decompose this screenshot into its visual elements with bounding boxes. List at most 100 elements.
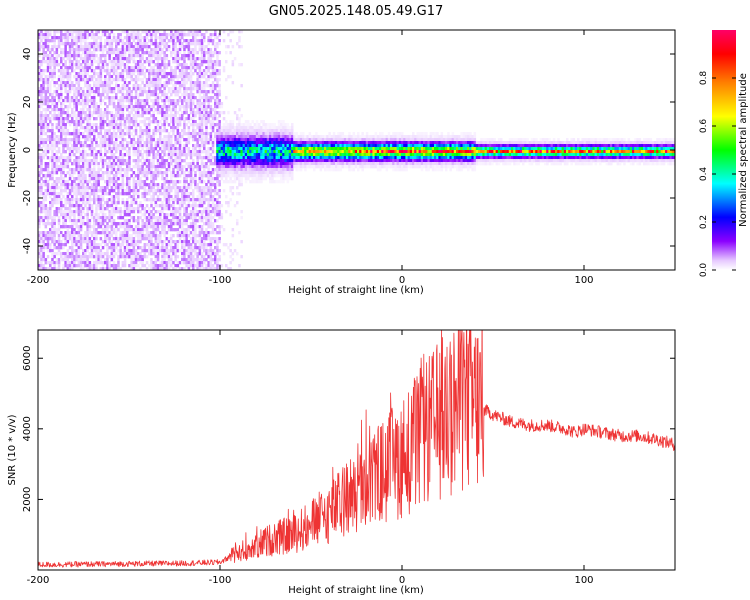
heatmap-cell	[40, 111, 43, 115]
heatmap-cell	[66, 132, 70, 136]
heatmap-cell	[148, 147, 151, 151]
heatmap-cell	[79, 159, 83, 163]
heatmap-cell	[38, 69, 41, 73]
heatmap-cell	[38, 132, 41, 136]
heatmap-cell	[189, 81, 193, 85]
heatmap-cell	[156, 183, 160, 187]
heatmap-cell	[49, 201, 52, 205]
heatmap-cell	[79, 243, 83, 247]
heatmap-cell	[187, 228, 191, 232]
heatmap-cell	[110, 165, 114, 169]
heatmap-cell	[79, 111, 83, 115]
heatmap-cell	[130, 117, 133, 121]
heatmap-cell	[112, 189, 116, 193]
heatmap-cell	[132, 84, 136, 88]
heatmap-cell	[123, 261, 127, 265]
heatmap-cell	[203, 144, 206, 148]
heatmap-cell	[132, 135, 136, 139]
heatmap-cell	[57, 147, 61, 151]
heatmap-cell	[75, 117, 78, 121]
heatmap-cell	[40, 240, 43, 244]
heatmap-cell	[95, 60, 98, 64]
heatmap-cell	[194, 144, 197, 148]
heatmap-cell	[126, 174, 129, 178]
heatmap-cell	[148, 186, 151, 190]
heatmap-cell	[40, 210, 43, 214]
heatmap-cell	[49, 117, 52, 121]
heatmap-cell	[200, 180, 204, 184]
heatmap-cell	[112, 165, 116, 169]
heatmap-cell	[68, 45, 72, 49]
heatmap-cell	[134, 219, 138, 223]
heatmap-cell	[117, 72, 120, 76]
heatmap-cell	[119, 141, 122, 145]
heatmap-cell	[211, 225, 215, 229]
heatmap-cell	[137, 93, 140, 97]
heatmap-cell	[167, 45, 171, 49]
heatmap-cell	[77, 255, 81, 259]
heatmap-cell	[121, 231, 125, 235]
heatmap-cell	[115, 93, 118, 97]
heatmap-cell	[115, 243, 118, 247]
heatmap-cell	[152, 198, 155, 202]
heatmap-cell	[198, 198, 202, 202]
heatmap-cell	[86, 51, 89, 55]
heatmap-cell	[165, 48, 169, 52]
heatmap-cell	[53, 180, 56, 184]
heatmap-cell	[152, 105, 155, 109]
heatmap-cell	[148, 183, 151, 187]
heatmap-cell	[207, 243, 210, 247]
heatmap-cell	[62, 213, 65, 217]
heatmap-cell	[40, 96, 43, 100]
heatmap-cell	[68, 63, 72, 67]
heatmap-cell	[55, 54, 59, 58]
heatmap-cell	[86, 180, 89, 184]
heatmap-cell	[79, 213, 83, 217]
heatmap-cell	[130, 51, 133, 55]
heatmap-cell	[156, 171, 160, 175]
heatmap-cell	[44, 231, 48, 235]
heatmap-cell	[86, 45, 89, 49]
heatmap-cell	[145, 84, 149, 88]
heatmap-cell	[99, 189, 103, 193]
heatmap-cell	[137, 48, 140, 52]
heatmap-cell	[187, 42, 191, 46]
heatmap-cell	[145, 183, 149, 187]
heatmap-cell	[110, 123, 114, 127]
heatmap-cell	[196, 153, 199, 157]
heatmap-cell	[170, 240, 173, 244]
heatmap-cell	[60, 165, 63, 169]
heatmap-cell	[141, 93, 144, 97]
heatmap-cell	[128, 228, 131, 232]
heatmap-cell	[185, 156, 188, 160]
heatmap-cell	[165, 264, 169, 268]
heatmap-cell	[178, 225, 182, 229]
heatmap-cell	[216, 36, 219, 40]
heatmap-cell	[101, 171, 105, 175]
heatmap-cell	[205, 126, 208, 130]
heatmap-cell	[181, 228, 184, 232]
heatmap-cell	[51, 198, 54, 202]
heatmap-cell	[216, 141, 219, 145]
heatmap-cell	[75, 108, 78, 112]
heatmap-cell	[209, 171, 213, 175]
heatmap-cell	[200, 228, 204, 232]
heatmap-cell	[130, 36, 133, 40]
heatmap-cell	[119, 222, 122, 226]
heatmap-cell	[207, 159, 210, 163]
heatmap-cell	[137, 75, 140, 79]
heatmap-cell	[117, 99, 120, 103]
heatmap-cell	[159, 216, 162, 220]
heatmap-cell	[185, 228, 188, 232]
heatmap-cell	[189, 87, 193, 91]
heatmap-cell	[209, 120, 213, 124]
heatmap-cell	[108, 183, 111, 187]
heatmap-cell	[55, 246, 59, 250]
heatmap-cell	[119, 51, 122, 55]
heatmap-cell	[216, 261, 219, 265]
heatmap-cell	[172, 87, 175, 91]
heatmap-cell	[143, 105, 147, 109]
heatmap-cell	[174, 126, 177, 130]
heatmap-cell	[214, 69, 217, 73]
heatmap-cell	[93, 72, 96, 76]
